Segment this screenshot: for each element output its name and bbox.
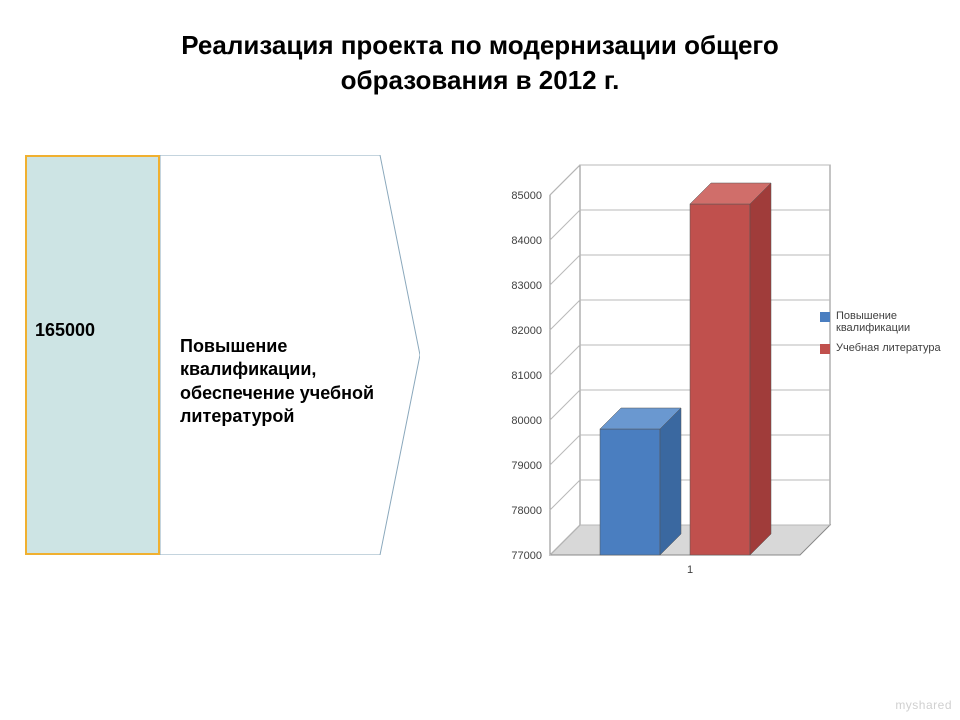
legend-swatch xyxy=(820,312,830,322)
left-info-box xyxy=(25,155,160,555)
legend-item: Повышение квалификации xyxy=(820,310,946,334)
svg-text:79000: 79000 xyxy=(511,460,542,472)
svg-text:81000: 81000 xyxy=(511,370,542,382)
svg-text:80000: 80000 xyxy=(511,415,542,427)
legend-label: Учебная литература xyxy=(836,342,941,354)
summary-value: 165000 xyxy=(35,320,95,341)
title-line-2: образования в 2012 г. xyxy=(341,65,620,95)
svg-text:78000: 78000 xyxy=(511,505,542,517)
svg-text:83000: 83000 xyxy=(511,280,542,292)
svg-text:84000: 84000 xyxy=(511,235,542,247)
svg-text:85000: 85000 xyxy=(511,190,542,202)
legend-swatch xyxy=(820,344,830,354)
slide-title: Реализация проекта по модернизации общег… xyxy=(0,28,960,98)
title-line-1: Реализация проекта по модернизации общег… xyxy=(181,30,779,60)
summary-description: Повышение квалификации, обеспечение учеб… xyxy=(180,335,380,429)
watermark-text: myshared xyxy=(895,698,952,712)
svg-text:77000: 77000 xyxy=(511,550,542,562)
legend-label: Повышение квалификации xyxy=(836,310,946,334)
bar-chart-3d: 77000 78000 79000 80000 81000 82000 83000 84000… xyxy=(480,155,930,575)
legend-item: Учебная литература xyxy=(820,342,946,354)
chart-legend: Повышение квалификации Учебная литература xyxy=(820,310,946,362)
svg-text:82000: 82000 xyxy=(511,325,542,337)
svg-text:1: 1 xyxy=(687,564,693,575)
